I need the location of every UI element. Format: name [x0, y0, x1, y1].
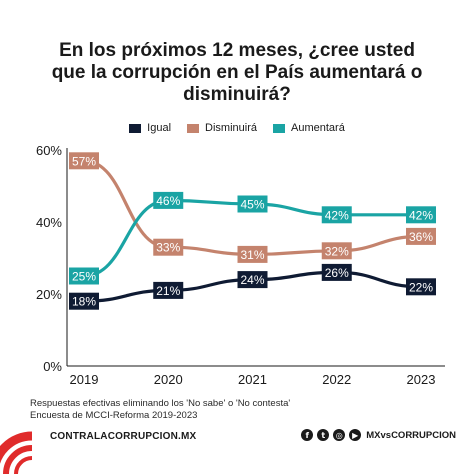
data-label-igual: 18%	[72, 295, 96, 309]
data-label-box-disminuira	[69, 152, 99, 170]
data-label-box-disminuira	[153, 238, 184, 256]
data-label-aumentara: 42%	[409, 208, 433, 222]
social-handle[interactable]: MXvsCORRUPCION	[366, 429, 456, 441]
twitter-icon[interactable]: t	[317, 429, 330, 441]
data-label-igual: 22%	[409, 280, 433, 294]
data-label-box-disminuira	[406, 227, 436, 245]
legend-item-disminuira: Disminuirá	[187, 122, 257, 134]
x-tick-label: 2020	[154, 372, 183, 387]
data-label-igual: 26%	[325, 266, 349, 280]
chart-title: En los próximos 12 meses, ¿cree usted qu…	[0, 40, 474, 106]
x-tick-label: 2021	[238, 372, 267, 387]
data-label-box-igual	[406, 278, 436, 296]
data-label-disminuira: 32%	[325, 244, 349, 258]
title-line: En los próximos 12 meses, ¿cree usted	[59, 40, 415, 61]
data-label-box-aumentara	[153, 191, 184, 209]
footnote-line: Encuesta de MCCI-Reforma 2019-2023	[30, 410, 198, 421]
facebook-icon[interactable]: f	[301, 429, 314, 441]
data-label-box-igual	[69, 292, 99, 310]
data-label-box-disminuira	[237, 245, 268, 263]
youtube-icon[interactable]: ▶	[349, 429, 362, 441]
data-label-box-igual	[153, 281, 184, 299]
footnote: Respuestas efectivas eliminando los 'No …	[30, 398, 290, 422]
data-label-box-igual	[237, 271, 268, 289]
legend-label-disminuira: Disminuirá	[205, 122, 257, 134]
title-line: disminuirá?	[183, 84, 291, 105]
y-tick-label: 60%	[36, 143, 62, 158]
data-label-box-disminuira	[321, 242, 352, 260]
social-links: f t ◎ ▶ MXvsCORRUPCION	[301, 429, 456, 441]
title-line: que la corrupción en el País aumentará o	[51, 62, 423, 83]
website-link[interactable]: CONTRALACORRUPCION.MX	[50, 431, 197, 442]
x-tick-label: 2019	[70, 372, 99, 387]
legend-label-igual: Igual	[147, 122, 172, 134]
data-label-aumentara: 25%	[72, 270, 96, 284]
data-label-box-aumentara	[321, 206, 352, 224]
data-label-igual: 24%	[240, 273, 264, 287]
data-label-disminuira: 31%	[240, 248, 264, 262]
data-label-box-aumentara	[406, 206, 436, 224]
x-tick-label: 2023	[407, 372, 436, 387]
data-label-aumentara: 45%	[240, 198, 264, 212]
legend-item-igual: Igual	[129, 122, 171, 134]
data-label-aumentara: 46%	[156, 194, 180, 208]
data-label-aumentara: 42%	[325, 208, 349, 222]
legend-swatch-igual	[129, 123, 142, 133]
data-label-igual: 21%	[156, 284, 180, 298]
legend-item-aumentara: Aumentará	[273, 122, 345, 134]
legend-swatch-aumentara	[273, 123, 285, 133]
x-tick-label: 2022	[322, 372, 351, 387]
legend-label-aumentara: Aumentará	[291, 122, 345, 134]
y-tick-label: 20%	[36, 287, 62, 302]
brand-logo	[0, 431, 33, 474]
y-tick-label: 40%	[36, 215, 62, 230]
instagram-icon[interactable]: ◎	[333, 429, 346, 441]
y-tick-label: 0%	[43, 359, 62, 374]
data-label-disminuira: 36%	[409, 230, 433, 244]
data-label-box-aumentara	[237, 195, 268, 213]
data-label-disminuira: 57%	[72, 154, 96, 168]
data-label-box-igual	[321, 263, 352, 281]
data-label-disminuira: 33%	[156, 241, 180, 255]
footnote-line: Respuestas efectivas eliminando los 'No …	[30, 398, 291, 409]
legend: Igual Disminuirá Aumentará	[0, 122, 474, 134]
legend-swatch-disminuira	[187, 123, 200, 133]
data-label-box-aumentara	[69, 267, 99, 285]
